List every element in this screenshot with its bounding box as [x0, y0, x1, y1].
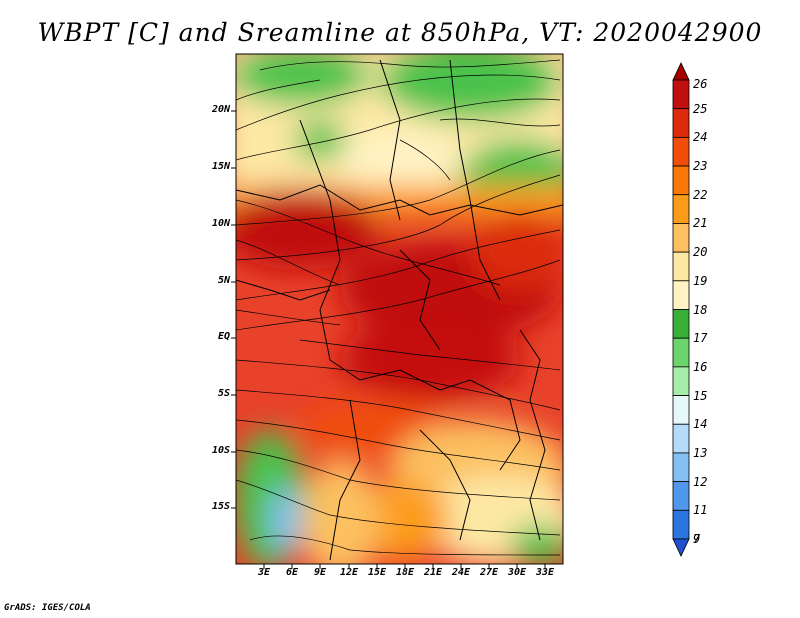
- colorbar-segment: [672, 452, 690, 483]
- lon-label: 30E: [507, 567, 527, 578]
- lon-label: 33E: [535, 567, 555, 578]
- colorbar-label: 26: [693, 77, 708, 91]
- colorbar-segment: [672, 309, 690, 339]
- colorbar-segment: [672, 165, 690, 196]
- colorbar-label: 11: [693, 503, 708, 518]
- lat-ticks: [231, 110, 236, 509]
- lat-label: 15N: [211, 161, 230, 172]
- lon-label: 15E: [367, 567, 387, 578]
- chart-title: WBPT [C] and Sreamline at 850hPa, VT: 20…: [37, 18, 763, 47]
- colorbar-segment: [672, 108, 690, 138]
- colorbar-label: 15: [693, 388, 708, 403]
- colorbar-label: 22: [693, 187, 708, 202]
- lat-label: 20N: [211, 104, 230, 115]
- lat-label: EQ: [217, 331, 230, 342]
- colorbar-label: 18: [693, 302, 708, 317]
- colorbar-label: 7: [693, 532, 701, 546]
- colorbar-label: 20: [693, 245, 708, 260]
- lon-label: 6E: [285, 567, 299, 578]
- colorbar-segment: [672, 366, 690, 396]
- colorbar-label: 25: [693, 101, 708, 116]
- colorbar: [672, 62, 690, 557]
- colorbar-label: 23: [693, 159, 708, 174]
- colorbar-segment: [672, 395, 690, 425]
- colorbar-label: 13: [693, 445, 708, 460]
- lon-label: 9E: [313, 567, 327, 578]
- colorbar-segment: [672, 280, 690, 310]
- lon-label: 18E: [395, 567, 415, 578]
- streamlines: [236, 59, 561, 556]
- map-frame: [235, 53, 564, 565]
- grads-credit: GrADS: IGES/COLA: [4, 603, 91, 613]
- colorbar-segment: [672, 79, 690, 110]
- colorbar-segment: [672, 251, 690, 282]
- colorbar-label: 17: [693, 331, 708, 346]
- lon-label: 12E: [339, 567, 359, 578]
- colorbar-label: 16: [693, 359, 708, 374]
- colorbar-label: 14: [693, 417, 708, 432]
- colorbar-bottom-arrow: [672, 538, 690, 557]
- colorbar-segment: [672, 509, 690, 540]
- lon-label: 24E: [451, 567, 471, 578]
- lat-label: 10S: [211, 445, 230, 456]
- colorbar-segment: [672, 194, 690, 224]
- lat-label: 5S: [217, 388, 230, 399]
- wbpt-field: [236, 54, 563, 564]
- colorbar-segment: [672, 223, 690, 253]
- colorbar-segment: [672, 337, 690, 368]
- lon-label: 27E: [479, 567, 499, 578]
- colorbar-label: 24: [693, 130, 708, 145]
- colorbar-label: 12: [693, 474, 708, 489]
- border-lines: [236, 59, 563, 561]
- lon-label: 21E: [423, 567, 443, 578]
- lon-ticks: [263, 564, 546, 569]
- colorbar-segment: [672, 481, 690, 511]
- colorbar-label: 19: [693, 273, 708, 288]
- colorbar-top-arrow: [672, 62, 690, 81]
- lon-label: 3E: [257, 567, 271, 578]
- colorbar-label: 9: [693, 532, 701, 546]
- colorbar-segment: [672, 423, 690, 454]
- lat-label: 5N: [217, 275, 230, 286]
- colorbar-label: 21: [693, 216, 708, 231]
- lat-label: 10N: [211, 218, 230, 229]
- colorbar-segment: [672, 136, 690, 167]
- lat-label: 15S: [211, 501, 230, 512]
